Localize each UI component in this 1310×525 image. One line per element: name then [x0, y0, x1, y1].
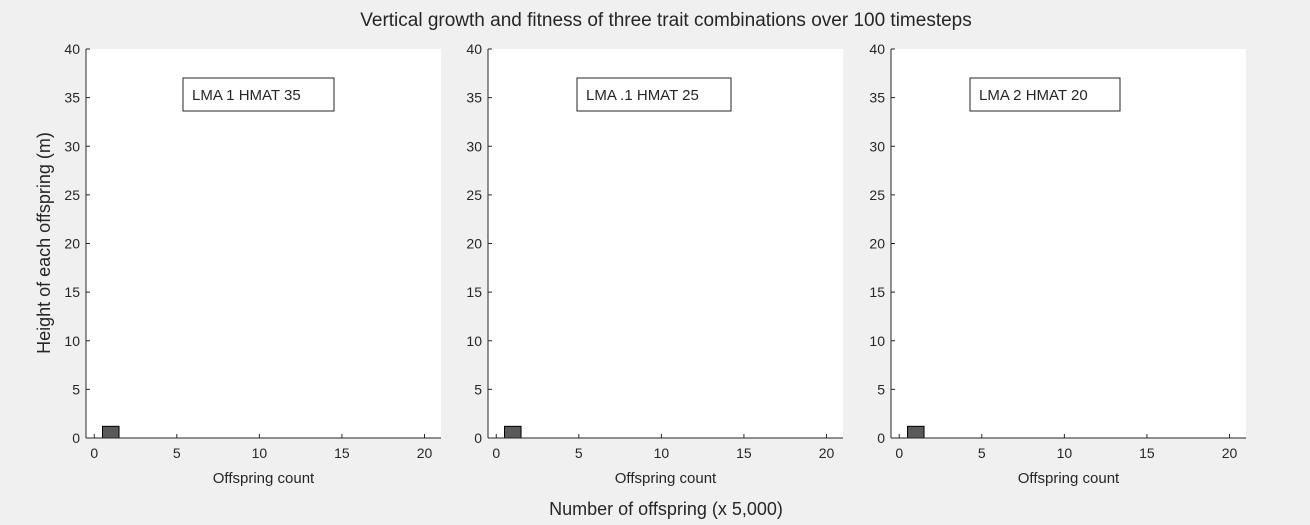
x-tick-label: 20 — [1222, 445, 1238, 461]
y-tick-label: 30 — [466, 138, 482, 154]
y-tick-label: 10 — [64, 333, 80, 349]
y-tick-label: 35 — [64, 90, 80, 106]
y-tick-label: 40 — [466, 41, 482, 57]
bar-1 — [102, 425, 120, 439]
x-axis-label: Offspring count — [213, 470, 315, 487]
figure-ylabel: Height of each offspring (m) — [34, 132, 54, 354]
y-tick-label: 40 — [64, 41, 80, 57]
bar-1 — [504, 425, 522, 439]
plot-area — [86, 49, 441, 438]
y-tick-label: 15 — [64, 284, 80, 300]
x-tick-label: 0 — [90, 445, 98, 461]
x-tick-label: 20 — [417, 445, 433, 461]
x-tick-label: 15 — [334, 445, 350, 461]
y-tick-label: 35 — [466, 90, 482, 106]
x-tick-label: 0 — [895, 445, 903, 461]
subplot-2: 0 5 10 15 20 25 30 35 40 0 5 10 15 20 Offspring count L… — [466, 41, 843, 487]
x-tick-label: 5 — [575, 445, 583, 461]
subplot-1: 0 5 10 15 20 25 30 35 40 0 5 10 15 20 Offspring count L… — [64, 41, 441, 487]
bar-1 — [907, 425, 925, 439]
y-tick-label: 0 — [474, 430, 482, 446]
y-tick-label: 20 — [869, 236, 885, 252]
y-tick-label: 15 — [466, 284, 482, 300]
subplot-3: 0 5 10 15 20 25 30 35 40 0 5 10 15 20 Offspring count L… — [869, 41, 1246, 487]
annotation-text: LMA 2 HMAT 20 — [979, 87, 1088, 104]
annotation-box — [182, 77, 335, 112]
x-tick-label: 15 — [736, 445, 752, 461]
x-tick-label: 5 — [173, 445, 181, 461]
y-tick-label: 5 — [474, 381, 482, 397]
x-tick-label: 10 — [654, 445, 670, 461]
y-tick-label: 35 — [869, 90, 885, 106]
subplots: 0 5 10 15 20 25 30 35 40 0 5 10 15 20 Offspring count L… — [64, 41, 1246, 487]
y-tick-label: 10 — [466, 333, 482, 349]
x-tick-label: 0 — [492, 445, 500, 461]
annotation-text: LMA .1 HMAT 25 — [586, 87, 699, 104]
x-tick-label: 15 — [1139, 445, 1155, 461]
y-tick-label: 15 — [869, 284, 885, 300]
x-tick-label: 5 — [978, 445, 986, 461]
y-tick-label: 30 — [64, 138, 80, 154]
y-tick-label: 0 — [72, 430, 80, 446]
x-axis-label: Offspring count — [1018, 470, 1120, 487]
x-tick-label: 20 — [819, 445, 835, 461]
x-tick-label: 10 — [252, 445, 268, 461]
figure-xlabel: Number of offspring (x 5,000) — [549, 499, 783, 519]
y-tick-label: 25 — [869, 187, 885, 203]
y-tick-label: 40 — [869, 41, 885, 57]
y-tick-label: 25 — [466, 187, 482, 203]
plot-area — [488, 49, 843, 438]
y-tick-label: 30 — [869, 138, 885, 154]
annotation-box — [576, 77, 732, 112]
x-tick-label: 10 — [1057, 445, 1073, 461]
y-tick-label: 0 — [877, 430, 885, 446]
y-tick-label: 20 — [466, 236, 482, 252]
figure-title: Vertical growth and fitness of three tra… — [360, 10, 971, 31]
x-axis-label: Offspring count — [615, 470, 717, 487]
y-tick-label: 25 — [64, 187, 80, 203]
y-tick-label: 5 — [72, 381, 80, 397]
annotation-box — [969, 77, 1121, 112]
y-tick-label: 5 — [877, 381, 885, 397]
y-tick-label: 20 — [64, 236, 80, 252]
plot-area — [891, 49, 1246, 438]
annotation-text: LMA 1 HMAT 35 — [192, 87, 301, 104]
y-tick-label: 10 — [869, 333, 885, 349]
